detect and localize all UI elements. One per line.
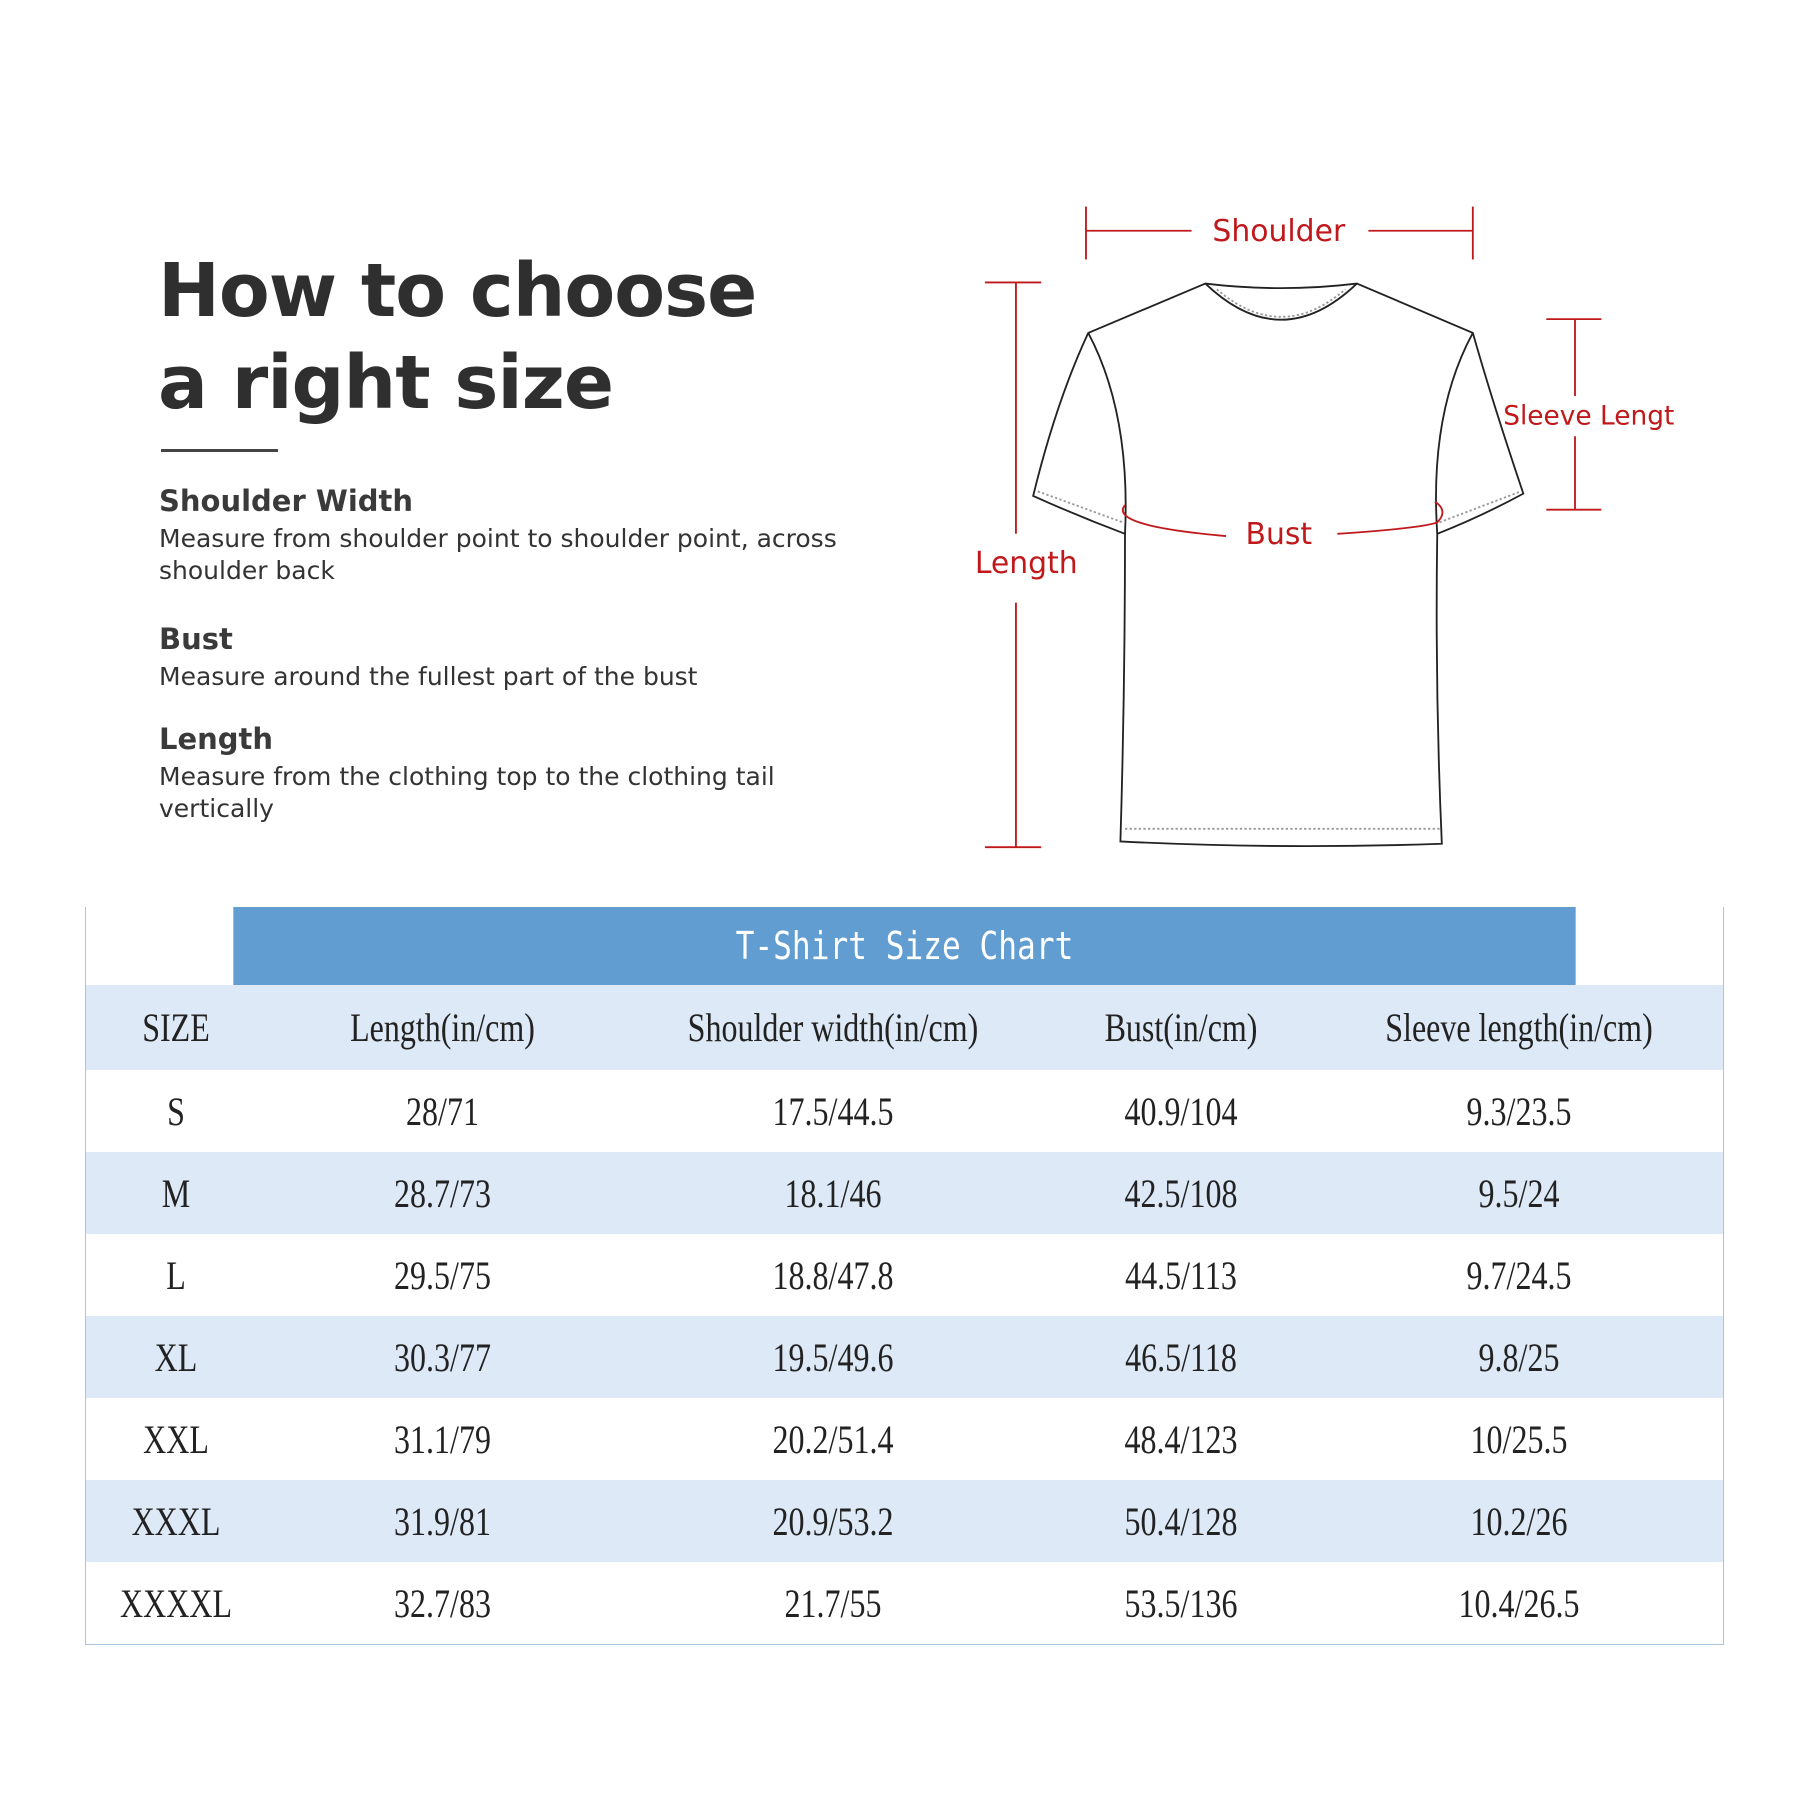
guide-length: Length Measure from the clothing top to …: [159, 721, 859, 825]
measurement-cell: 48.4/123: [1124, 1416, 1238, 1462]
table-row: XXXL 31.9/81 20.9/53.2 50.4/128 10.2/26: [86, 1480, 1723, 1562]
table-row: S 28/71 17.5/44.5 40.9/104 9.3/23.5: [86, 1070, 1723, 1152]
size-chart-table: T-Shirt Size Chart SIZE Length(in/cm) Sh…: [85, 907, 1724, 1645]
measurement-cell: 19.5/49.6: [772, 1334, 894, 1380]
table-row: XL 30.3/77 19.5/49.6 46.5/118 9.8/25: [86, 1316, 1723, 1398]
size-cell: XXL: [143, 1416, 209, 1462]
guide-title: Shoulder Width: [159, 484, 414, 518]
measurement-cell: 18.8/47.8: [772, 1252, 894, 1298]
guide-title: Bust: [159, 622, 233, 656]
table-title: T-Shirt Size Chart: [233, 907, 1576, 985]
table-row: L 29.5/75 18.8/47.8 44.5/113 9.7/24.5: [86, 1234, 1723, 1316]
measurement-cell: 42.5/108: [1124, 1170, 1238, 1216]
table-row: M 28.7/73 18.1/46 42.5/108 9.5/24: [86, 1152, 1723, 1234]
measurement-cell: 31.1/79: [394, 1416, 491, 1462]
length-label: Length: [975, 546, 1078, 581]
measurement-cell: 9.3/23.5: [1466, 1088, 1572, 1134]
measurement-cell: 28.7/73: [394, 1170, 491, 1216]
measurement-cell: 29.5/75: [394, 1252, 491, 1298]
shoulder-label: Shoulder: [1212, 214, 1346, 249]
measure-lines: [984, 206, 1602, 849]
table-row: XXXXL 32.7/83 21.7/55 53.5/136 10.4/26.5: [86, 1562, 1723, 1644]
measurement-cell: 10/25.5: [1470, 1416, 1568, 1462]
measurement-cell: 20.9/53.2: [772, 1498, 894, 1544]
measurement-cell: 30.3/77: [394, 1334, 491, 1380]
table-row: XXL 31.1/79 20.2/51.4 48.4/123 10/25.5: [86, 1398, 1723, 1480]
tshirt-outline: [1032, 282, 1525, 848]
measurement-cell: 10.4/26.5: [1458, 1580, 1580, 1626]
measurement-cell: 31.9/81: [394, 1498, 491, 1544]
measurement-cell: 21.7/55: [784, 1580, 882, 1626]
guide-title: Length: [159, 722, 274, 756]
measurement-cell: 32.7/83: [394, 1580, 491, 1626]
measurement-cell: 9.8/25: [1478, 1334, 1560, 1380]
guide-text: Measure from the clothing top to the clo…: [159, 762, 775, 823]
measurement-cell: 28/71: [406, 1088, 479, 1134]
guide-shoulder-width: Shoulder Width Measure from shoulder poi…: [159, 483, 859, 587]
guide-bust: Bust Measure around the fullest part of …: [159, 621, 859, 693]
measurement-cell: 44.5/113: [1125, 1252, 1237, 1298]
bust-label: Bust: [1246, 517, 1313, 552]
measurement-cell: 46.5/118: [1125, 1334, 1237, 1380]
column-header: Sleeve length(in/cm): [1385, 1005, 1653, 1050]
title-line-2: a right size: [158, 340, 614, 426]
guide-text: Measure around the fullest part of the b…: [159, 662, 698, 691]
size-cell: M: [161, 1170, 191, 1216]
size-cell: L: [166, 1252, 186, 1298]
column-header: SIZE: [142, 1005, 210, 1050]
table-header-row: SIZE Length(in/cm) Shoulder width(in/cm)…: [86, 985, 1723, 1070]
title-divider: [161, 449, 278, 452]
column-header: Bust(in/cm): [1104, 1005, 1258, 1050]
measurement-cell: 9.7/24.5: [1466, 1252, 1572, 1298]
sleeve-length-label: Sleeve Lengt: [1503, 401, 1674, 432]
measurement-cell: 20.2/51.4: [772, 1416, 894, 1462]
measurement-cell: 40.9/104: [1124, 1088, 1238, 1134]
measurement-cell: 10.2/26: [1470, 1498, 1568, 1544]
measurement-cell: 53.5/136: [1124, 1580, 1238, 1626]
size-cell: S: [167, 1088, 185, 1134]
title-line-1: How to choose: [158, 248, 757, 334]
measurement-cell: 50.4/128: [1124, 1498, 1238, 1544]
measurement-cell: 18.1/46: [784, 1170, 882, 1216]
size-cell: XXXL: [131, 1498, 221, 1544]
guide-text: Measure from shoulder point to shoulder …: [159, 524, 837, 585]
measurement-cell: 9.5/24: [1478, 1170, 1560, 1216]
column-header: Shoulder width(in/cm): [687, 1005, 979, 1050]
column-header: Length(in/cm): [350, 1005, 535, 1050]
measurement-cell: 17.5/44.5: [772, 1088, 894, 1134]
size-cell: XXXXL: [120, 1580, 232, 1626]
page-title: How to choose a right size: [158, 245, 757, 429]
size-cell: XL: [154, 1334, 198, 1380]
